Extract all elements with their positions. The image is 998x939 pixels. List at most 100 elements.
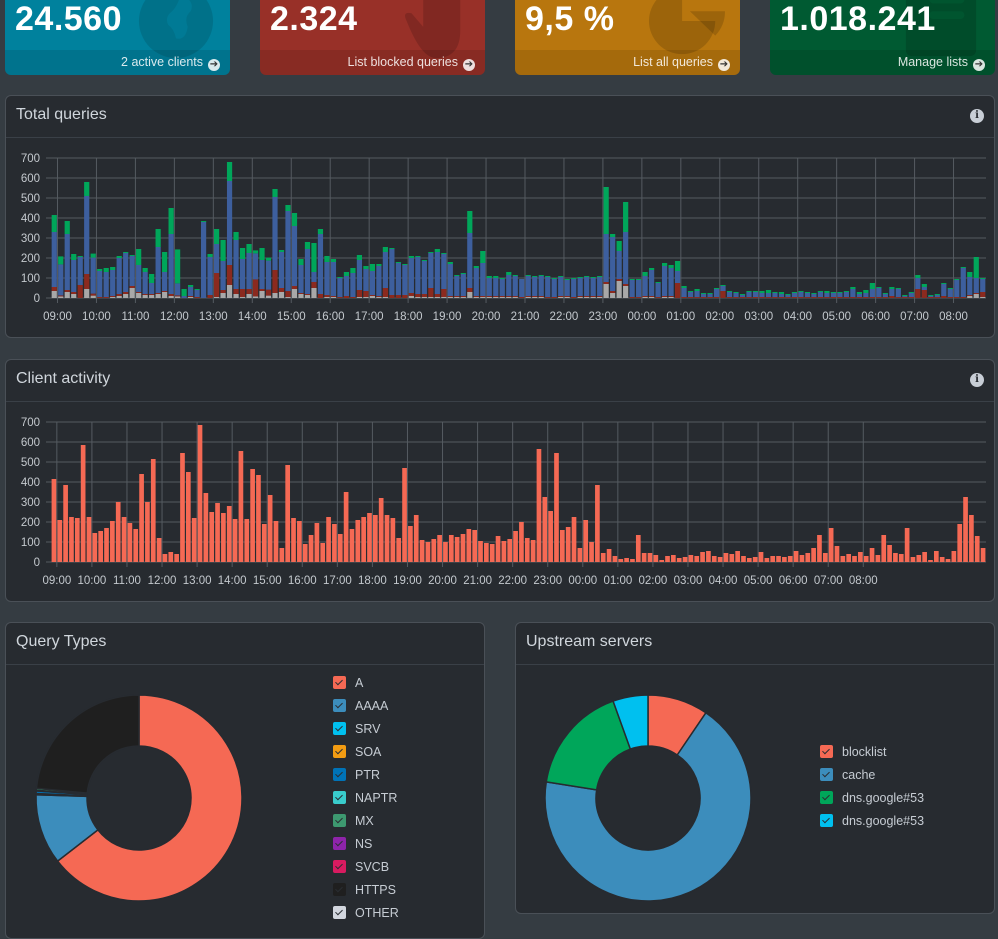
bar-client[interactable] xyxy=(86,517,92,562)
bar-blocked[interactable] xyxy=(149,294,155,295)
bar-client[interactable] xyxy=(232,519,238,562)
bar-client[interactable] xyxy=(583,520,589,562)
bar-client[interactable] xyxy=(98,531,104,562)
bar-client[interactable] xyxy=(343,492,349,562)
bar-forwarded[interactable] xyxy=(64,221,70,234)
bar-other[interactable] xyxy=(610,293,616,298)
bar-cached[interactable] xyxy=(213,244,220,273)
bar-forwarded[interactable] xyxy=(973,257,979,278)
bar-forwarded[interactable] xyxy=(850,287,856,289)
bar-cached[interactable] xyxy=(882,294,888,297)
bar-forwarded[interactable] xyxy=(395,262,401,263)
legend-item[interactable]: dns.google#53 xyxy=(820,809,924,832)
checkbox-icon[interactable] xyxy=(333,676,346,689)
bar-blocked[interactable] xyxy=(577,296,583,297)
bar-client[interactable] xyxy=(530,540,536,562)
bar-forwarded[interactable] xyxy=(239,248,246,259)
bar-other[interactable] xyxy=(142,295,148,298)
bar-cached[interactable] xyxy=(661,266,668,296)
bar-blocked[interactable] xyxy=(415,294,421,297)
bar-client[interactable] xyxy=(145,502,150,562)
bar-other[interactable] xyxy=(506,297,512,298)
bar-forwarded[interactable] xyxy=(941,283,947,284)
bar-client[interactable] xyxy=(69,517,74,562)
bar-cached[interactable] xyxy=(577,278,583,296)
bar-client[interactable] xyxy=(361,517,366,562)
bar-forwarded[interactable] xyxy=(623,202,629,232)
bar-forwarded[interactable] xyxy=(493,276,499,278)
bar-blocked[interactable] xyxy=(739,297,746,298)
bar-other[interactable] xyxy=(499,297,505,298)
bar-cached[interactable] xyxy=(558,277,564,296)
bar-forwarded[interactable] xyxy=(168,208,174,234)
checkbox-icon[interactable] xyxy=(333,814,346,827)
bar-other[interactable] xyxy=(188,297,194,298)
bar-client[interactable] xyxy=(454,537,460,562)
bar-cached[interactable] xyxy=(720,286,726,291)
bar-forwarded[interactable] xyxy=(694,289,700,291)
bar-forwarded[interactable] xyxy=(252,250,259,254)
bar-client[interactable] xyxy=(92,533,98,562)
bar-blocked[interactable] xyxy=(850,297,856,298)
bar-forwarded[interactable] xyxy=(499,278,505,279)
bar-blocked[interactable] xyxy=(863,297,869,298)
bar-forwarded[interactable] xyxy=(200,221,207,222)
bar-blocked[interactable] xyxy=(726,297,733,298)
bar-client[interactable] xyxy=(261,524,267,562)
bar-blocked[interactable] xyxy=(902,297,908,298)
bar-blocked[interactable] xyxy=(90,293,96,296)
bar-forwarded[interactable] xyxy=(506,272,512,275)
bar-forwarded[interactable] xyxy=(830,292,837,293)
bar-other[interactable] xyxy=(116,296,122,298)
checkbox-icon[interactable] xyxy=(820,814,833,827)
bar-cached[interactable] xyxy=(356,260,363,290)
bar-cached[interactable] xyxy=(415,257,421,294)
bar-forwarded[interactable] xyxy=(441,253,447,254)
bar-cached[interactable] xyxy=(629,280,635,297)
bar-client[interactable] xyxy=(817,535,822,562)
bar-cached[interactable] xyxy=(824,293,830,297)
bar-other[interactable] xyxy=(382,297,388,298)
legend-item[interactable]: SRV xyxy=(333,717,399,740)
bar-forwarded[interactable] xyxy=(597,276,603,277)
bar-blocked[interactable] xyxy=(175,295,181,297)
bar-other[interactable] xyxy=(421,297,427,298)
bar-blocked[interactable] xyxy=(441,289,447,297)
bar-blocked[interactable] xyxy=(707,297,713,298)
bar-client[interactable] xyxy=(846,554,852,562)
bar-forwarded[interactable] xyxy=(746,291,752,292)
bar-blocked[interactable] xyxy=(837,297,843,298)
bar-client[interactable] xyxy=(980,548,986,562)
bar-forwarded[interactable] xyxy=(629,279,635,280)
checkbox-icon[interactable] xyxy=(333,837,346,850)
bar-forwarded[interactable] xyxy=(577,277,583,278)
bar-client[interactable] xyxy=(542,497,548,562)
bar-cached[interactable] xyxy=(408,258,414,293)
bar-cached[interactable] xyxy=(142,272,148,294)
bar-other[interactable] xyxy=(123,294,129,298)
bar-forwarded[interactable] xyxy=(285,205,291,211)
bar-cached[interactable] xyxy=(181,296,187,298)
legend-item[interactable]: dns.google#53 xyxy=(820,786,924,809)
bar-other[interactable] xyxy=(538,297,544,298)
bar-client[interactable] xyxy=(367,513,372,562)
bar-cached[interactable] xyxy=(291,226,298,286)
bar-blocked[interactable] xyxy=(213,273,220,297)
bar-cached[interactable] xyxy=(51,232,57,287)
bar-forwarded[interactable] xyxy=(538,275,544,276)
bar-forwarded[interactable] xyxy=(967,272,973,277)
bar-blocked[interactable] xyxy=(895,297,901,298)
bar-other[interactable] xyxy=(298,294,304,298)
bar-blocked[interactable] xyxy=(668,296,674,297)
bar-forwarded[interactable] xyxy=(382,247,388,252)
bar-cached[interactable] xyxy=(428,253,434,288)
bar-forwarded[interactable] xyxy=(817,291,824,292)
bar-cached[interactable] xyxy=(376,266,382,296)
bar-forwarded[interactable] xyxy=(129,255,135,256)
bar-blocked[interactable] xyxy=(798,297,804,298)
checkbox-icon[interactable] xyxy=(333,860,346,873)
bar-client[interactable] xyxy=(805,553,811,562)
bar-cached[interactable] xyxy=(772,293,778,297)
bar-client[interactable] xyxy=(706,551,711,562)
bar-cached[interactable] xyxy=(752,292,759,297)
